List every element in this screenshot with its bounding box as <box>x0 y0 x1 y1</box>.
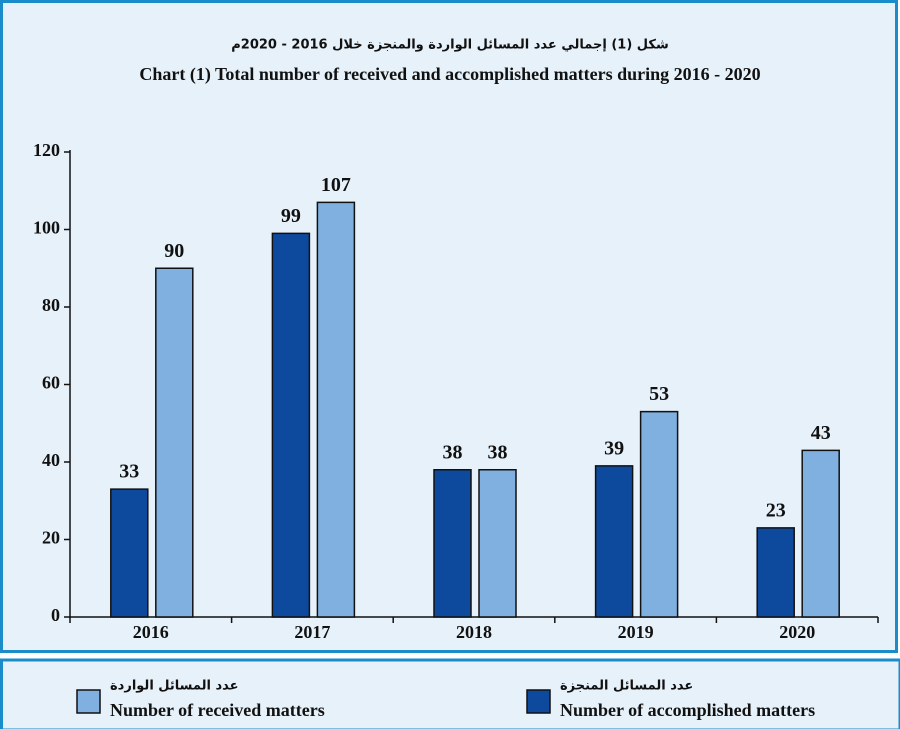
data-label: 107 <box>321 174 351 196</box>
chart-title: Chart (1) Total number of received and a… <box>139 64 760 85</box>
bar <box>316 201 356 618</box>
data-label: 38 <box>488 441 508 463</box>
x-tick-label: 2018 <box>456 622 492 642</box>
legend-label: Number of accomplished matters <box>560 700 815 720</box>
data-label: 23 <box>766 499 786 521</box>
bar <box>594 465 634 618</box>
data-label: 33 <box>119 461 139 483</box>
legend-panel <box>0 658 900 729</box>
x-tick-label: 2019 <box>618 622 654 642</box>
y-tick-label: 120 <box>33 140 60 160</box>
y-tick-label: 0 <box>51 605 60 625</box>
legend-label-ar: عدد المسائل المنجزة <box>560 679 693 694</box>
y-tick-label: 20 <box>42 528 60 548</box>
x-tick-label: 2017 <box>294 622 330 642</box>
y-tick-label: 80 <box>42 295 60 315</box>
x-tick-label: 2020 <box>779 622 815 642</box>
data-label: 90 <box>164 240 184 262</box>
legend-swatch <box>526 689 551 714</box>
data-label: 99 <box>281 205 301 227</box>
bar <box>155 267 194 618</box>
bar <box>639 410 679 618</box>
chart-title-ar: شكل (1) إجمالي عدد المسائل الواردة والمن… <box>231 38 668 53</box>
legend-label: Number of received matters <box>110 700 325 720</box>
y-tick-label: 40 <box>42 450 60 470</box>
y-tick-label: 60 <box>42 373 60 393</box>
data-label: 53 <box>649 383 669 405</box>
bar <box>756 527 795 618</box>
bar <box>110 488 149 618</box>
y-tick-label: 100 <box>33 218 60 238</box>
bar <box>433 469 472 618</box>
data-label: 43 <box>811 422 831 444</box>
legend-swatch <box>76 689 101 714</box>
x-tick-label: 2016 <box>133 622 169 642</box>
bar <box>801 449 840 618</box>
bar <box>478 469 517 618</box>
legend-label-ar: عدد المسائل الواردة <box>110 679 239 694</box>
data-label: 38 <box>443 441 463 463</box>
bar <box>271 232 311 618</box>
data-label: 39 <box>604 437 624 459</box>
